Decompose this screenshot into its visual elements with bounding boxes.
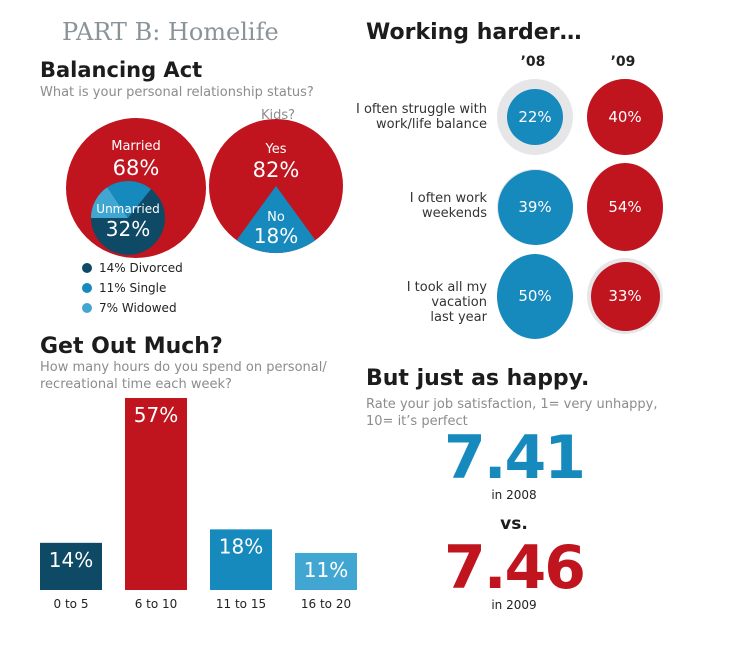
bar-value-label: 11% — [304, 558, 348, 582]
row-label-balance: I often struggle with work/life balance — [352, 102, 487, 132]
bar-value-label: 18% — [219, 534, 263, 558]
legend-divorced-label: 14% Divorced — [99, 261, 183, 275]
getout-title: Get Out Much? — [40, 334, 223, 359]
married-label: Married — [111, 139, 161, 154]
bubble-weekends-08: 39% — [497, 169, 573, 245]
bubble-vacation-08: 50% — [497, 253, 573, 339]
year-09-header: ’09 — [610, 54, 636, 70]
bar-0-to-5 — [40, 542, 102, 590]
no-kids-slice — [236, 186, 316, 254]
row-label-weekends: I often work weekends — [352, 191, 487, 221]
bubble-vacation-08-value: 50% — [518, 287, 552, 305]
balancing-title: Balancing Act — [40, 58, 203, 82]
bubble-ring-weekends-08: 39% — [497, 169, 573, 245]
row-label-weekends-line-2: weekends — [422, 206, 487, 221]
getout-question-line-1: How many hours do you spend on personal/ — [40, 360, 327, 375]
bubble-weekends-09: 54% — [587, 163, 663, 251]
bar-11-to-15 — [210, 529, 272, 590]
balancing-question: What is your personal relationship statu… — [40, 85, 314, 100]
bubble-weekends-08-value: 39% — [518, 198, 552, 216]
part-title: PART B: Homelife — [62, 18, 279, 46]
bubble-vacation-09-value: 33% — [608, 287, 642, 305]
bar-category-label: 11 to 15 — [216, 597, 266, 611]
legend-divorced: 14% Divorced — [82, 261, 183, 275]
happy-question: Rate your job satisfaction, 1= very unha… — [366, 396, 666, 430]
score-2009: 7.46 — [443, 533, 586, 603]
yes-label: Yes — [265, 142, 287, 157]
bar-category-label: 16 to 20 — [301, 597, 351, 611]
yes-value: 82% — [253, 158, 300, 182]
kids-label: Kids? — [260, 108, 296, 123]
bubble-balance-09: 40% — [587, 79, 663, 155]
bubble-vacation-09: 33% — [590, 261, 660, 331]
legend-widowed: 7% Widowed — [82, 301, 177, 315]
legend-single-label: 11% Single — [99, 281, 167, 295]
bubble-ring-weekends-09: 54% — [587, 163, 663, 251]
married-value: 68% — [113, 156, 160, 180]
single-slice — [107, 180, 151, 218]
unmarried-label: Unmarried — [96, 202, 159, 216]
caption-2009: in 2009 — [491, 598, 537, 612]
score-2008: 7.41 — [443, 423, 586, 493]
relationship-pies: Married 68% Unmarried 32% Yes 82% No 18% — [66, 118, 343, 258]
no-label: No — [267, 210, 285, 225]
working-title: Working harder… — [366, 20, 582, 45]
getout-question-line-2: recreational time each week? — [40, 377, 232, 392]
row-label-balance-line-1: I often struggle with — [355, 102, 487, 117]
getout-question: How many hours do you spend on personal/… — [40, 359, 360, 393]
widowed-dot — [82, 303, 92, 313]
row-label-vacation-line-2: last year — [430, 310, 487, 325]
bubble-ring-balance-08: 22% — [497, 79, 573, 155]
bubble-balance-08-value: 22% — [518, 108, 552, 126]
bar-16-to-20 — [295, 552, 357, 590]
bubble-ring-balance-09: 40% — [587, 79, 663, 155]
bubble-ring-vacation-08: 50% — [497, 253, 573, 339]
bubble-balance-08: 22% — [507, 89, 563, 145]
row-label-weekends-line-1: I often work — [409, 191, 487, 206]
bubble-weekends-09-value: 54% — [608, 198, 642, 216]
row-label-vacation-line-1: I took all my vacation — [406, 280, 487, 310]
happy-title: But just as happy. — [366, 366, 590, 391]
bar-value-label: 14% — [49, 548, 93, 572]
single-dot — [82, 283, 92, 293]
caption-2008: in 2008 — [491, 488, 537, 502]
hours-bar-chart: 14% 0 to 5 57% 6 to 10 18% 11 to 15 11% 16 to 2… — [40, 398, 357, 611]
bar-category-label: 6 to 10 — [135, 597, 178, 611]
row-label-vacation: I took all my vacation last year — [352, 280, 487, 325]
vs-label: vs. — [500, 514, 528, 534]
happy-question-line-2: 10= it’s perfect — [366, 414, 468, 429]
divorced-dot — [82, 263, 92, 273]
bar-6-to-10 — [125, 398, 187, 590]
row-label-balance-line-2: work/life balance — [376, 117, 487, 132]
legend-widowed-label: 7% Widowed — [99, 301, 177, 315]
bar-value-label: 57% — [134, 403, 178, 427]
widowed-slice — [90, 187, 128, 218]
bar-category-label: 0 to 5 — [54, 597, 89, 611]
bubble-ring-vacation-09: 33% — [587, 258, 663, 334]
no-value: 18% — [254, 224, 298, 248]
bubble-balance-09-value: 40% — [608, 108, 642, 126]
year-08-header: ’08 — [520, 54, 546, 70]
unmarried-value: 32% — [106, 217, 150, 241]
legend-single: 11% Single — [82, 281, 166, 295]
happy-question-line-1: Rate your job satisfaction, 1= very unha… — [366, 397, 658, 412]
